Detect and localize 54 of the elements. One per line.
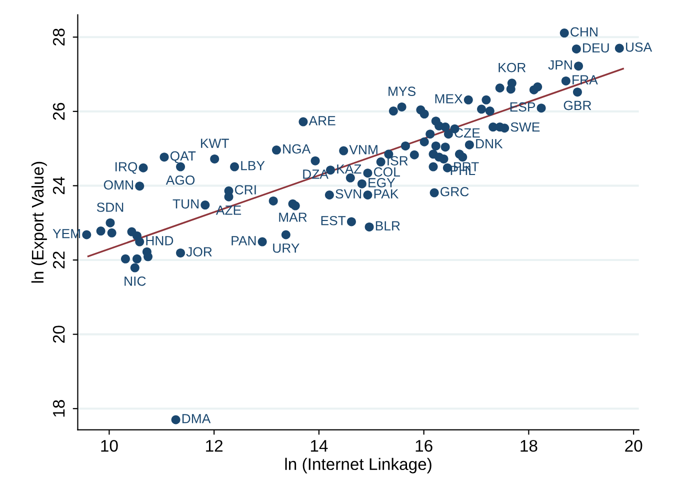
annotation: KWT [201, 138, 229, 148]
y-tick-label: 18 [52, 400, 65, 417]
annotation: KOR [498, 62, 526, 72]
x-tick-label: 10 [101, 440, 118, 452]
annotation: QAT [170, 151, 196, 164]
annotation: DNK [476, 139, 503, 148]
x-tick-label: 18 [520, 440, 538, 452]
annotation: JOR [186, 247, 212, 256]
x-tick-label: 16 [416, 440, 432, 452]
x-tick-label: 12 [206, 440, 223, 452]
annotation: ISR [388, 156, 408, 166]
y-tick-label: 22 [52, 252, 65, 268]
annotation: USA [626, 42, 652, 52]
annotation: PAK [374, 189, 399, 198]
annotation: NGA [283, 144, 311, 154]
annotation: GRC [440, 186, 469, 196]
annotation: TUN [172, 199, 199, 209]
x-tick-label: 20 [625, 440, 642, 452]
annotation: URY [273, 244, 300, 253]
annotation: CHN [570, 27, 598, 37]
annotation: SVN [336, 189, 362, 199]
annotation: VNM [349, 145, 378, 154]
annotation: CRI [234, 185, 256, 194]
annotation: HND [146, 236, 174, 246]
annotation: GBR [564, 100, 592, 110]
y-tick-label: 24 [52, 176, 65, 194]
annotation: EST [321, 216, 346, 226]
annotation: ARE [308, 116, 336, 126]
annotation: KAZ [337, 164, 362, 174]
y-tick-label: 26 [52, 102, 65, 120]
y-tick-label: 28 [52, 28, 65, 46]
annotation: MYS [388, 86, 416, 96]
annotation: AGO [166, 175, 195, 185]
y-tick-label: 20 [52, 326, 65, 343]
annotation: SWE [510, 122, 540, 132]
annotation: SDN [96, 202, 124, 212]
annotation: COL [374, 167, 400, 177]
annotation: EGY [368, 178, 396, 188]
annotation: AZE [216, 206, 242, 215]
annotation: JPN [548, 60, 572, 70]
annotation: MAR [279, 212, 307, 222]
annotation: LBY [241, 161, 265, 170]
annotation: DEU [583, 43, 609, 53]
annotation: OMN [104, 180, 133, 190]
annotation: BLR [376, 221, 400, 230]
annotation: DMA [182, 414, 211, 424]
x-tick-label: 14 [310, 440, 328, 452]
x-axis-title: ln (Internet Linkage) [285, 458, 432, 474]
annotation: ESP [510, 102, 536, 112]
annotation: PAN [232, 236, 256, 246]
y-axis-title: ln (Export Value) [31, 162, 47, 283]
annotation: MEX [435, 94, 463, 104]
annotation: IRQ [115, 162, 138, 174]
annotation: NIC [124, 276, 146, 286]
